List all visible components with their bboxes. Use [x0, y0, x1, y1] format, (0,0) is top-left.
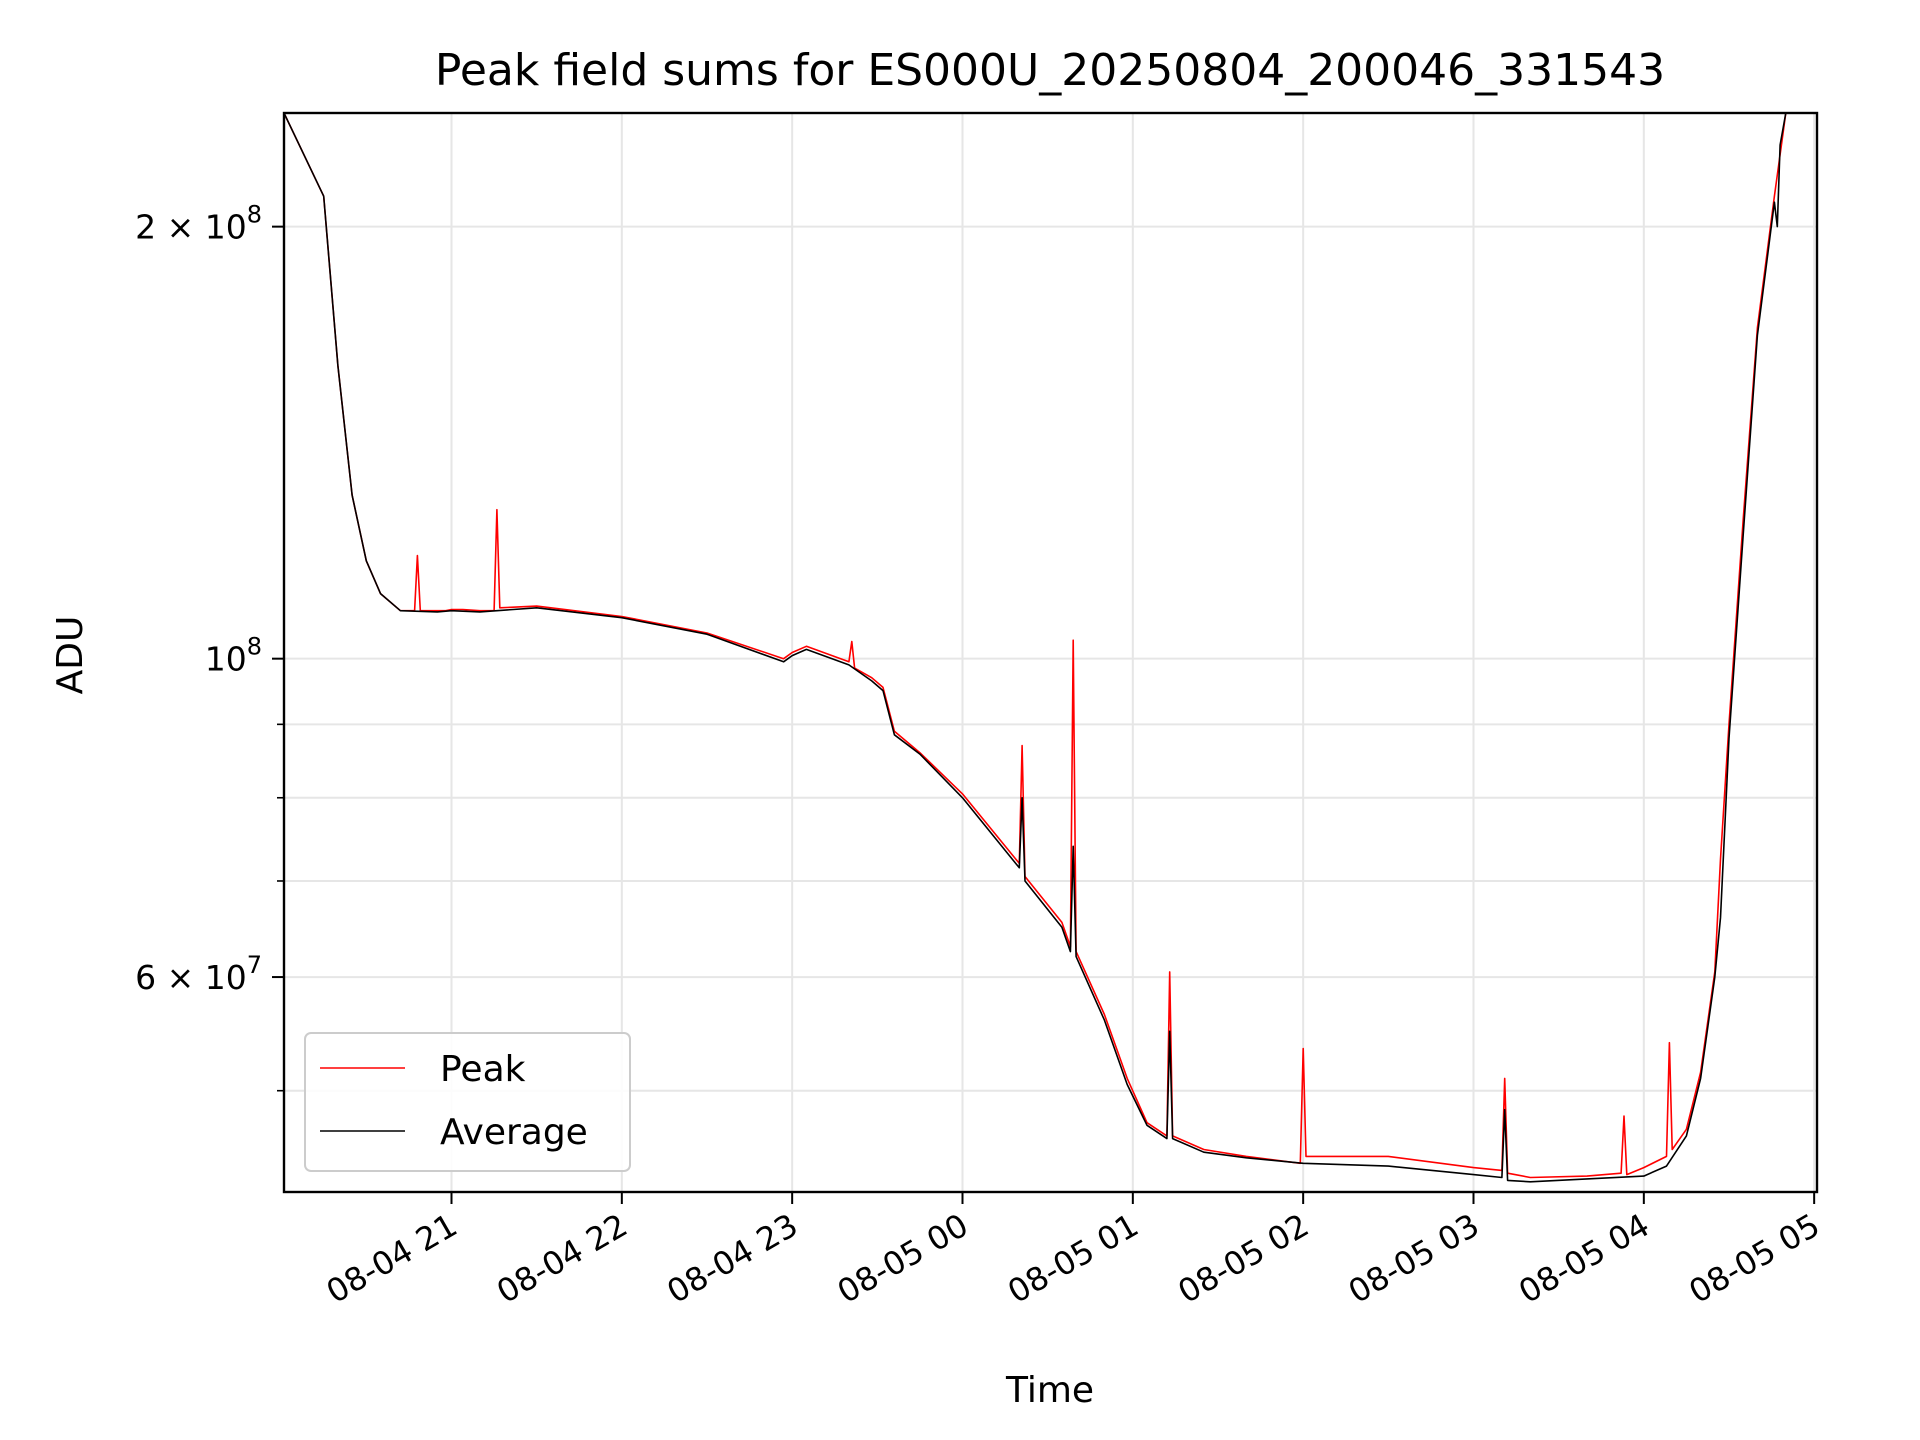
x-tick-label: 08-05 03	[1342, 1206, 1486, 1311]
y-axis-label: ADU	[50, 616, 91, 695]
y-tick-label: 6 × 107	[135, 951, 262, 997]
y-tick-label: 2 × 108	[135, 201, 262, 247]
x-tick-label: 08-04 22	[490, 1206, 634, 1311]
legend-peak-label: Peak	[440, 1049, 526, 1090]
x-tick-label: 08-04 23	[661, 1206, 805, 1311]
x-axis-label: Time	[1005, 1370, 1094, 1411]
x-tick-label: 08-05 02	[1172, 1206, 1316, 1311]
x-tick-label: 08-04 21	[320, 1206, 464, 1311]
series-line-peak	[284, 113, 1815, 1179]
series-line-average	[284, 113, 1815, 1183]
x-tick-label: 08-05 05	[1683, 1206, 1827, 1311]
x-axis: 08-04 21 08-04 22 08-04 23 08-05 00 08-05 01…	[320, 1192, 1826, 1311]
x-tick-label: 08-05 01	[1001, 1206, 1145, 1311]
chart-title: Peak field sums for ES000U_20250804_2000…	[435, 45, 1665, 96]
y-tick-label: 108	[205, 633, 262, 679]
series-layer	[284, 113, 1815, 1183]
x-tick-label: 08-05 00	[831, 1206, 975, 1311]
legend: Peak Average	[304, 1032, 631, 1172]
legend-average-label: Average	[440, 1112, 588, 1153]
x-tick-label: 08-05 04	[1512, 1206, 1656, 1311]
grid	[284, 113, 1817, 1192]
y-axis: 6 × 107 108 2 × 108	[135, 201, 284, 1092]
plot-frame	[282, 111, 1819, 1194]
